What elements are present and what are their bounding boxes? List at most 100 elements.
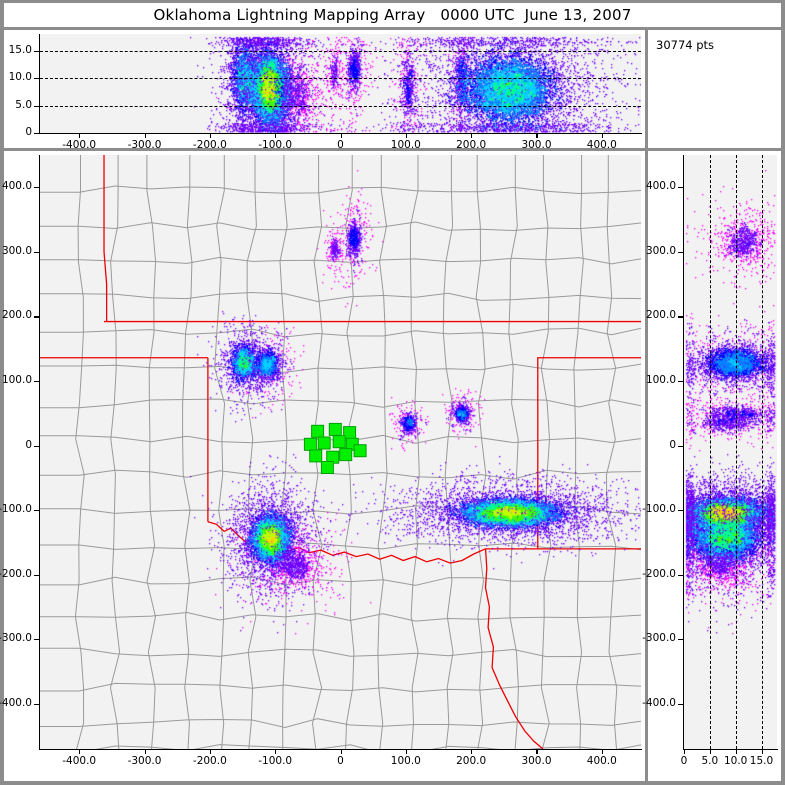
top-x-tick xyxy=(471,133,473,138)
page-title: Oklahoma Lightning Mapping Array 0000 UT… xyxy=(153,6,632,24)
top-x-tick-label: 300.0 xyxy=(521,139,552,151)
top-x-tick-label: 200.0 xyxy=(456,139,487,151)
right-y-tick xyxy=(678,316,684,318)
right-x-axis-line xyxy=(683,749,778,751)
map-x-tick-label: -400.0 xyxy=(62,755,97,767)
right-y-tick xyxy=(678,445,684,447)
map-y-tick xyxy=(34,251,40,254)
lightning-points-map xyxy=(40,155,641,749)
map-y-tick-label: -100.0 xyxy=(0,503,32,516)
north-south-altitude-plot[interactable] xyxy=(684,155,777,749)
top-x-tick xyxy=(340,133,342,138)
right-y-tick-label: 300.0 xyxy=(645,244,676,257)
point-count-label: 30774 pts xyxy=(656,38,715,52)
right-x-tick xyxy=(709,749,712,754)
right-y-tick xyxy=(678,639,684,641)
map-y-tick xyxy=(34,187,40,189)
top-x-tick-label: 400.0 xyxy=(586,139,617,151)
right-y-tick xyxy=(678,574,684,576)
right-gridline xyxy=(709,155,711,749)
map-y-tick-label: -300.0 xyxy=(0,632,32,645)
right-gridline xyxy=(761,155,763,749)
map-y-tick xyxy=(34,639,40,641)
map-x-tick-label: 200.0 xyxy=(456,755,487,767)
right-x-tick xyxy=(735,749,737,754)
right-y-tick xyxy=(678,703,684,705)
map-y-tick xyxy=(34,703,40,705)
top-gridline xyxy=(40,50,641,52)
map-y-tick-label: 0 xyxy=(25,438,32,451)
top-y-tick xyxy=(34,105,40,107)
top-x-tick xyxy=(601,133,603,138)
right-x-tick-label: 10.0 xyxy=(723,755,748,767)
top-y-tick xyxy=(34,50,40,52)
right-y-tick xyxy=(678,380,684,383)
top-y-tick-label: 5.0 xyxy=(15,98,32,111)
map-x-tick xyxy=(79,749,81,754)
map-y-tick xyxy=(34,380,40,383)
map-x-tick-label: 100.0 xyxy=(390,755,421,767)
top-x-tick xyxy=(209,133,212,138)
map-x-tick xyxy=(340,749,342,754)
top-y-tick-label: 15.0 xyxy=(8,43,32,56)
top-y-tick xyxy=(34,133,40,135)
right-y-tick-label: -400.0 xyxy=(642,696,676,709)
right-gridline xyxy=(735,155,737,749)
map-y-tick-label: 300.0 xyxy=(1,244,32,257)
map-x-tick-label: 300.0 xyxy=(521,755,552,767)
right-x-tick-label: 15.0 xyxy=(749,755,774,767)
top-x-tick-label: -100.0 xyxy=(258,139,293,151)
map-y-tick-label: 200.0 xyxy=(1,309,32,322)
right-y-tick xyxy=(678,251,684,254)
right-y-tick-label: 200.0 xyxy=(645,309,676,322)
map-x-tick xyxy=(536,749,538,754)
right-x-tick xyxy=(761,749,763,754)
right-x-tick-label: 0 xyxy=(680,755,688,767)
top-x-tick xyxy=(405,133,407,138)
map-y-tick-label: -400.0 xyxy=(0,696,32,709)
right-y-tick-label: -100.0 xyxy=(642,503,676,516)
top-y-tick xyxy=(34,78,40,80)
right-y-tick xyxy=(678,510,684,512)
top-x-tick xyxy=(79,133,81,138)
right-y-tick-label: 100.0 xyxy=(645,373,676,386)
map-y-tick-label: 100.0 xyxy=(1,373,32,386)
lightning-points-right xyxy=(684,155,777,749)
right-x-tick xyxy=(684,749,686,754)
map-x-tick xyxy=(405,749,407,754)
top-y-tick-label: 0 xyxy=(25,126,32,138)
map-x-tick-label: 400.0 xyxy=(586,755,617,767)
map-y-tick xyxy=(34,574,40,576)
map-panel xyxy=(4,151,645,781)
map-x-tick xyxy=(471,749,473,754)
right-y-tick-label: 400.0 xyxy=(645,180,676,193)
right-y-tick-label: -300.0 xyxy=(642,632,676,645)
map-y-tick-label: -200.0 xyxy=(0,567,32,580)
right-y-tick-label: -200.0 xyxy=(642,567,676,580)
map-y-tick xyxy=(34,316,40,318)
top-x-tick-label: -400.0 xyxy=(62,139,97,151)
right-x-tick-label: 5.0 xyxy=(701,755,719,767)
top-gridline xyxy=(40,78,641,79)
point-count-panel: 30774 pts xyxy=(648,30,781,148)
map-y-axis-line xyxy=(39,155,41,750)
top-x-tick-label: -200.0 xyxy=(192,139,227,151)
right-y-axis-line xyxy=(683,155,685,750)
altitude-east-west-plot[interactable] xyxy=(40,34,641,133)
top-x-tick-label: 100.0 xyxy=(390,139,421,151)
map-y-tick xyxy=(34,510,40,512)
top-x-tick-label: -300.0 xyxy=(127,139,162,151)
title-bar: Oklahoma Lightning Mapping Array 0000 UT… xyxy=(4,3,781,27)
altitude-east-west-panel xyxy=(4,30,645,148)
lightning-points-top xyxy=(40,34,641,133)
top-gridline xyxy=(40,105,641,107)
top-y-axis-line xyxy=(39,34,41,134)
map-x-tick xyxy=(209,749,212,754)
top-x-tick xyxy=(275,133,277,138)
north-south-altitude-panel xyxy=(648,151,781,781)
map-x-tick-label: -200.0 xyxy=(192,755,227,767)
right-y-tick xyxy=(678,187,684,189)
top-x-tick xyxy=(536,133,538,138)
map-plot[interactable] xyxy=(40,155,641,749)
